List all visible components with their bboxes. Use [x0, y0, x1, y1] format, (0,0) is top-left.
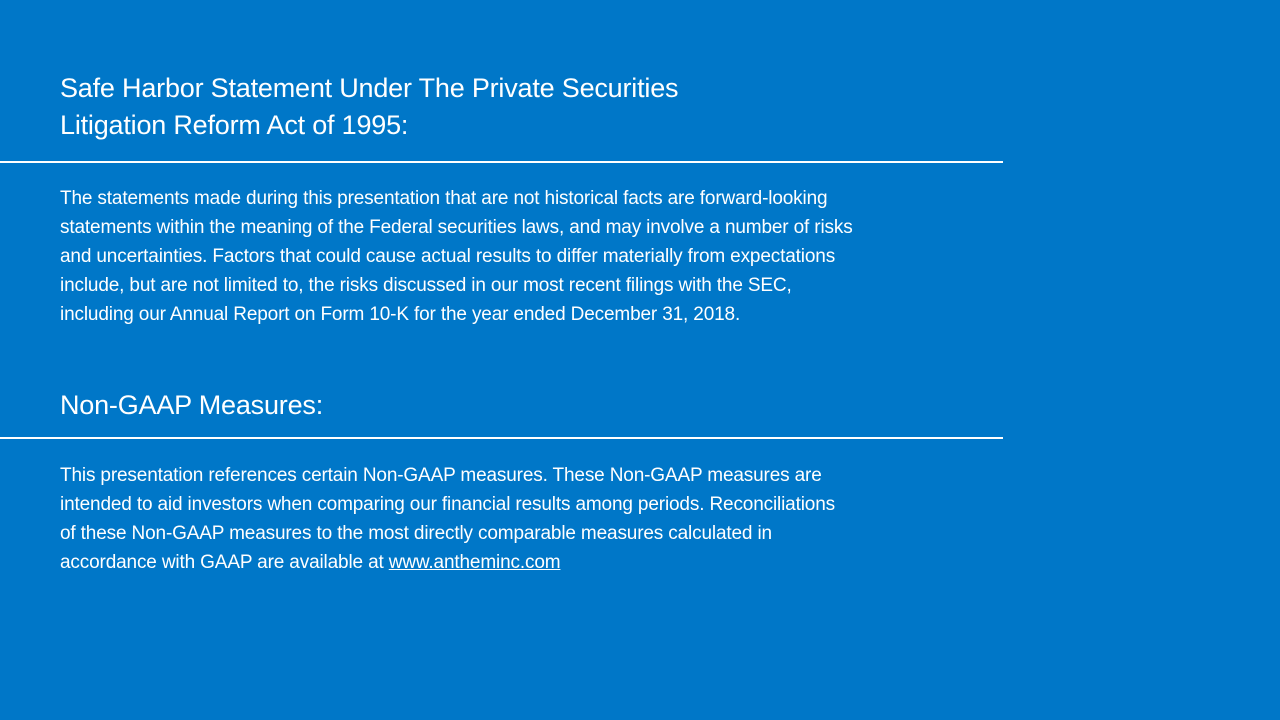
safe-harbor-body-line: including our Annual Report on Form 10-K…	[60, 304, 741, 325]
safe-harbor-body: The statements made during this presenta…	[60, 184, 1000, 329]
non-gaap-body-line: of these Non-GAAP measures to the most d…	[60, 523, 772, 544]
safe-harbor-body-line: statements within the meaning of the Fed…	[60, 217, 853, 238]
safe-harbor-body-line: The statements made during this presenta…	[60, 188, 828, 209]
safe-harbor-body-line: include, but are not limited to, the ris…	[60, 275, 792, 296]
anthem-website-link[interactable]: www.antheminc.com	[388, 552, 561, 573]
safe-harbor-title-line: Litigation Reform Act of 1995:	[60, 110, 409, 140]
non-gaap-body-line: This presentation references certain Non…	[60, 465, 822, 486]
non-gaap-body-last-line: accordance with GAAP are available at ww…	[60, 548, 1000, 577]
non-gaap-divider	[0, 437, 1003, 439]
safe-harbor-title-line: Safe Harbor Statement Under The Private …	[60, 73, 679, 103]
safe-harbor-divider	[0, 161, 1003, 163]
non-gaap-title: Non-GAAP Measures:	[60, 390, 324, 420]
non-gaap-body-prefix: accordance with GAAP are available at	[60, 552, 389, 573]
non-gaap-body-line: intended to aid investors when comparing…	[60, 494, 835, 515]
non-gaap-body: This presentation references certain Non…	[60, 461, 1000, 577]
safe-harbor-title: Safe Harbor Statement Under The Private …	[60, 70, 960, 144]
safe-harbor-body-line: and uncertainties. Factors that could ca…	[60, 246, 836, 267]
